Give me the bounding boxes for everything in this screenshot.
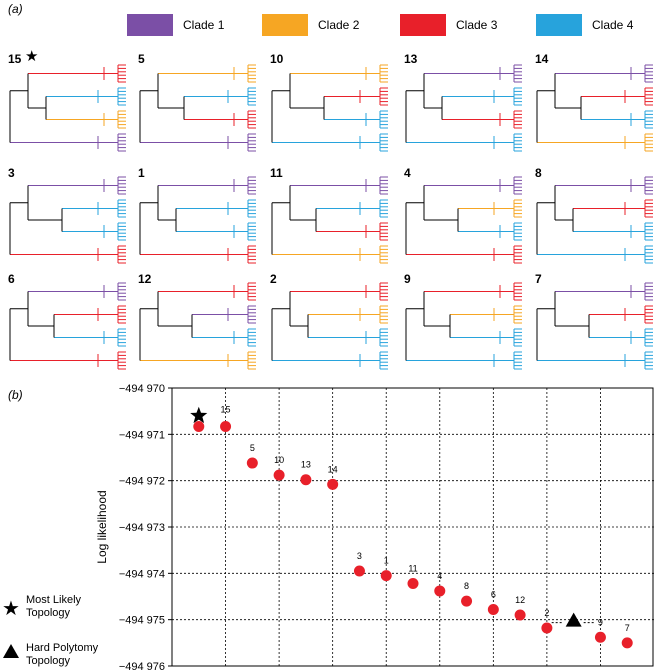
point-label: 11 (408, 564, 417, 574)
data-point (327, 478, 339, 490)
panel-b-label: (b) (8, 388, 23, 402)
phylogenetic-tree (9, 64, 126, 152)
legend-label-clade-3: Clade 3 (456, 18, 498, 32)
panel-a-label: (a) (8, 2, 23, 16)
point-label: 4 (437, 571, 442, 581)
tree-number: 10 (270, 52, 284, 66)
point-label: 14 (328, 464, 338, 474)
triangle-icon (3, 644, 19, 658)
phylogenetic-tree (271, 64, 388, 152)
tree-number: 14 (535, 52, 549, 66)
phylogenetic-tree (139, 176, 256, 264)
legend-label-clade-4: Clade 4 (592, 18, 634, 32)
legend-swatch-clade-3 (400, 14, 446, 36)
tree-number: 8 (535, 166, 542, 180)
tree-number: 12 (138, 272, 152, 286)
phylogenetic-tree (536, 176, 653, 264)
phylogenetic-tree (405, 282, 522, 370)
star-icon: ★ (2, 598, 20, 620)
phylogenetic-tree (405, 176, 522, 264)
data-point (193, 420, 205, 432)
point-label: 1 (384, 556, 389, 566)
data-point (407, 578, 419, 590)
data-point (487, 603, 499, 615)
tree-number: 1 (138, 166, 145, 180)
data-point (621, 637, 633, 649)
phylogenetic-tree (9, 282, 126, 370)
legend-label-clade-2: Clade 2 (318, 18, 360, 32)
triangle-marker (565, 612, 582, 627)
point-label: 6 (491, 589, 496, 599)
point-label: 3 (357, 551, 362, 561)
tree-number: 2 (270, 272, 277, 286)
legend-swatch-clade-4 (536, 14, 582, 36)
point-label: 12 (515, 595, 525, 605)
data-point (353, 565, 365, 577)
legend-label-clade-1: Clade 1 (183, 18, 225, 32)
data-point (514, 609, 526, 621)
phylogenetic-tree (536, 282, 653, 370)
phylogenetic-tree (271, 176, 388, 264)
y-tick-label: −494 975 (119, 615, 165, 627)
data-point (220, 420, 232, 432)
point-label: 2 (544, 608, 549, 618)
point-label: 9 (598, 617, 603, 627)
key-most-likely-line2: Topology (26, 607, 71, 619)
phylogenetic-tree (271, 282, 388, 370)
point-label: 15 (221, 404, 231, 414)
key-most-likely-line1: Most Likely (26, 594, 82, 606)
point-label: 5 (250, 443, 255, 453)
point-label: 8 (464, 581, 469, 591)
key-most-likely: Most Likely Topology (26, 594, 81, 620)
data-point (246, 457, 258, 469)
tree-number: 3 (8, 166, 15, 180)
y-tick-label: −494 971 (119, 429, 165, 441)
point-label: 13 (301, 460, 311, 470)
phylogenetic-tree (9, 176, 126, 264)
key-hard-polytomy-line1: Hard Polytomy (26, 642, 99, 654)
y-tick-label: −494 974 (119, 568, 165, 580)
data-point (541, 622, 553, 634)
data-point (434, 585, 446, 597)
y-axis-label: Log likelihood (95, 490, 109, 563)
tree-number: 9 (404, 272, 411, 286)
phylogenetic-tree (139, 282, 256, 370)
tree-grid (9, 64, 653, 370)
phylogenetic-tree (405, 64, 522, 152)
key-hard-polytomy-line2: Topology (26, 655, 71, 667)
tree-number: 13 (404, 52, 418, 66)
point-label: 7 (625, 623, 630, 633)
phylogenetic-tree (139, 64, 256, 152)
y-tick-label: −494 973 (119, 522, 165, 534)
star-marker (190, 406, 208, 424)
phylogenetic-tree (536, 64, 653, 152)
y-tick-label: −494 970 (119, 383, 165, 395)
tree-number: 11 (270, 166, 283, 180)
data-point (273, 469, 285, 481)
data-point (461, 595, 473, 607)
tree-number: 4 (404, 166, 411, 180)
key-hard-polytomy: Hard Polytomy Topology (26, 642, 98, 668)
legend-swatch-clade-1 (127, 14, 173, 36)
star-icon: ★ (25, 48, 39, 65)
data-point (594, 631, 606, 643)
tree-number: 15 (8, 52, 22, 66)
y-tick-label: −494 976 (119, 661, 165, 672)
legend-swatch-clade-2 (262, 14, 308, 36)
tree-number: 6 (8, 272, 15, 286)
y-tick-label: −494 972 (119, 476, 165, 488)
data-point (300, 474, 312, 486)
data-point (380, 570, 392, 582)
tree-number: 7 (535, 272, 542, 286)
tree-number: 5 (138, 52, 145, 66)
point-label: 10 (274, 455, 284, 465)
